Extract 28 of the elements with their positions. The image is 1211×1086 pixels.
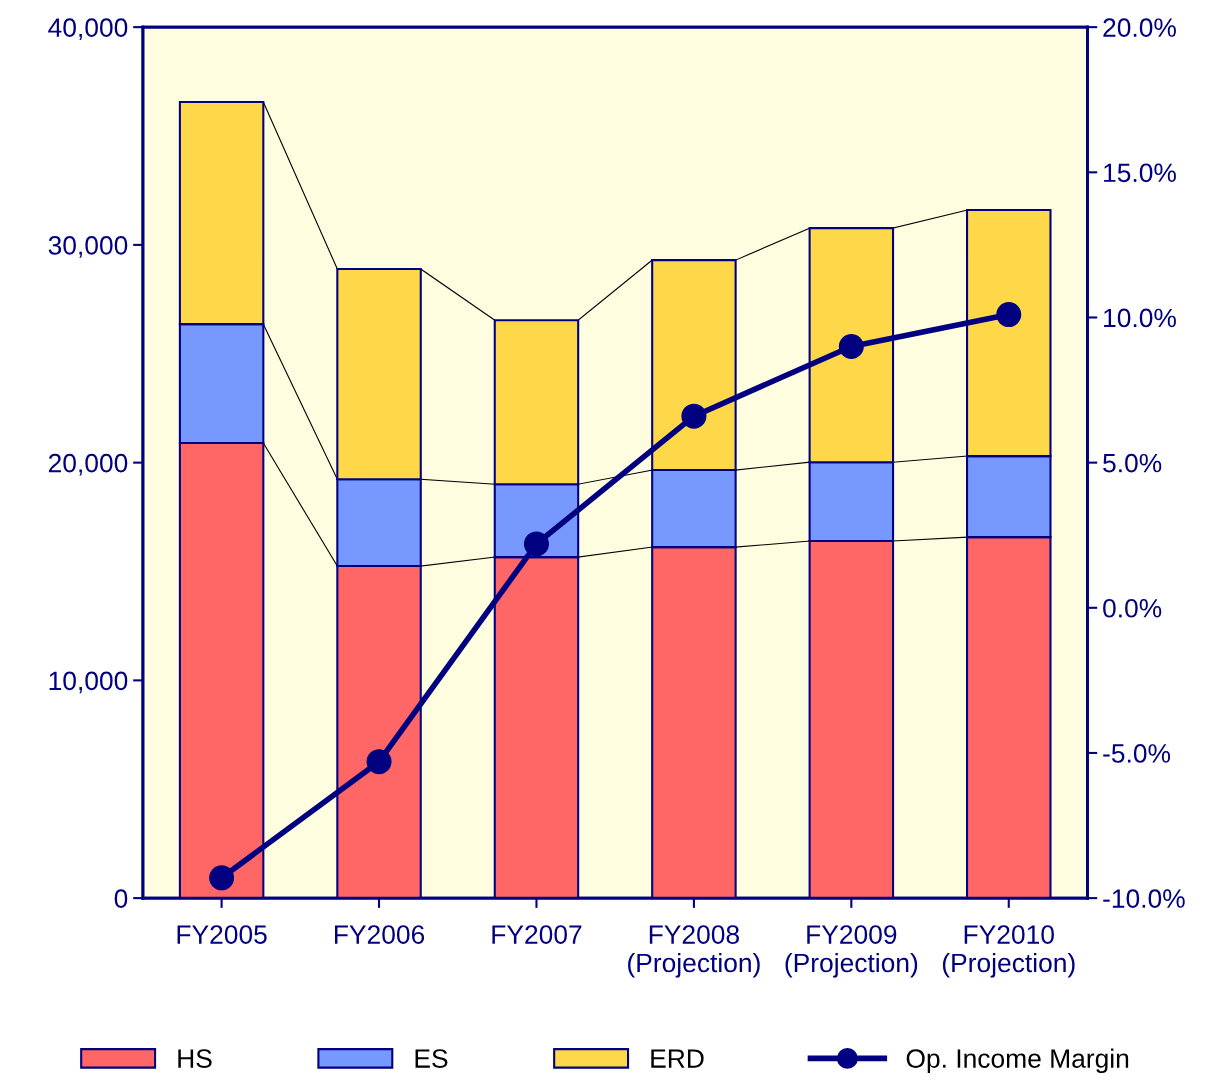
y-tick-label: 0 bbox=[114, 889, 128, 908]
y2-tick-label: 5.0% bbox=[1103, 453, 1162, 473]
y2-tick-label: -5.0% bbox=[1103, 744, 1171, 763]
x-tick-label: FY2009 (Projection) bbox=[785, 925, 918, 978]
legend-label: HS bbox=[178, 1049, 212, 1068]
point bbox=[681, 403, 707, 429]
x-tick-label: FY2008 (Projection) bbox=[628, 925, 760, 978]
legend-label: ERD bbox=[651, 1049, 704, 1068]
point bbox=[523, 531, 549, 557]
legend-label: Op. Income Margin bbox=[906, 1048, 1129, 1074]
y2-tick-label: -10.0% bbox=[1103, 889, 1185, 908]
y2-tick-label: 0.0% bbox=[1103, 598, 1162, 618]
y-tick-label: 20,000 bbox=[48, 453, 128, 476]
x-tick-label: FY2007 bbox=[492, 925, 582, 944]
point bbox=[838, 334, 864, 360]
y2-tick-label: 20.0% bbox=[1103, 18, 1176, 37]
point bbox=[209, 865, 235, 891]
point bbox=[996, 302, 1022, 328]
point bbox=[366, 749, 392, 775]
y-tick-label: 10,000 bbox=[49, 671, 128, 694]
y-tick-label: 40,000 bbox=[48, 18, 128, 41]
y2-tick-label: 10.0% bbox=[1104, 308, 1176, 328]
x-tick-label: FY2005 bbox=[177, 925, 267, 944]
y2-tick-label: 15.0% bbox=[1104, 163, 1176, 183]
x-tick-label: FY2006 bbox=[335, 925, 425, 944]
x-tick-label: FY2010 (Projection) bbox=[942, 925, 1075, 978]
legend-label: ES bbox=[415, 1049, 448, 1068]
y-tick-label: 30,000 bbox=[48, 236, 128, 258]
